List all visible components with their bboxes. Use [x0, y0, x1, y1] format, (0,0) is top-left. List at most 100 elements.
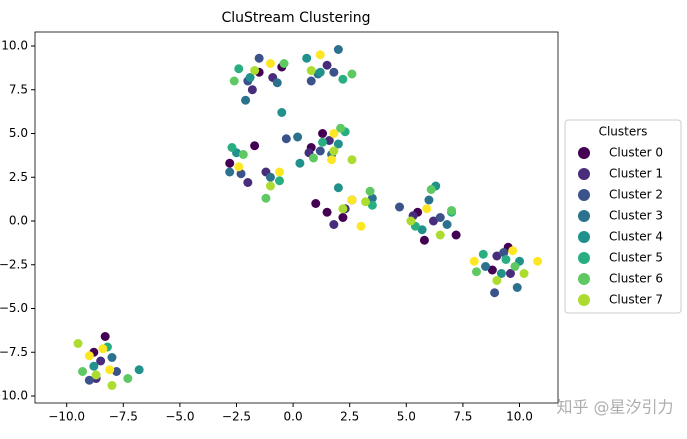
point: [241, 95, 251, 105]
point: [422, 204, 432, 214]
point: [245, 73, 255, 82]
point: [327, 155, 337, 165]
point: [367, 193, 377, 203]
point: [329, 220, 339, 229]
y-tick-label: −10.0: [0, 389, 28, 403]
x-tick-label: 7.5: [453, 410, 472, 424]
y-tick-label: 5.0: [9, 126, 28, 140]
legend-label: Cluster 5: [609, 251, 663, 265]
y-tick-label: 0.0: [9, 214, 28, 228]
legend-label: Cluster 0: [609, 146, 663, 160]
point: [98, 344, 108, 354]
point: [322, 60, 332, 70]
legend-marker: [578, 294, 590, 306]
point: [261, 193, 271, 203]
point: [293, 132, 303, 142]
point: [451, 230, 461, 240]
y-tick-label: −2.5: [0, 257, 28, 271]
point: [478, 249, 488, 259]
point: [347, 155, 357, 165]
point: [91, 370, 101, 380]
point: [533, 256, 543, 266]
point: [505, 269, 515, 278]
point: [265, 172, 275, 182]
point: [324, 136, 334, 145]
y-tick-label: 7.5: [9, 82, 28, 96]
legend-box: [564, 119, 682, 314]
point: [428, 216, 438, 226]
x-tick-label: 10.0: [506, 410, 533, 424]
point: [492, 276, 502, 285]
point: [107, 353, 117, 362]
point: [123, 374, 133, 383]
legend-marker: [578, 231, 590, 243]
point: [318, 137, 328, 147]
point: [417, 225, 427, 235]
y-tick-label: −7.5: [0, 345, 28, 359]
point: [338, 204, 348, 214]
point: [295, 158, 305, 168]
x-tick-label: 5.0: [397, 410, 416, 424]
legend-label: Cluster 4: [609, 230, 663, 244]
point: [275, 176, 285, 186]
legend-marker: [578, 252, 590, 264]
point: [311, 199, 321, 208]
chart-title: CluStream Clustering: [222, 10, 371, 26]
point: [84, 351, 94, 361]
point: [272, 78, 282, 88]
x-tick-label: −10.0: [48, 410, 85, 424]
y-tick-label: 2.5: [9, 170, 28, 184]
point: [469, 256, 479, 266]
point: [308, 153, 318, 163]
point: [234, 162, 244, 172]
point: [73, 339, 83, 348]
point: [306, 66, 316, 75]
point: [490, 288, 500, 298]
x-tick-label: 2.5: [340, 410, 359, 424]
point: [447, 206, 457, 215]
point: [250, 141, 260, 151]
point: [333, 139, 343, 149]
point: [279, 59, 289, 68]
watermark: 知乎 @星汐引力: [556, 398, 673, 417]
legend-marker: [578, 210, 590, 222]
point: [306, 76, 316, 86]
legend-label: Cluster 7: [609, 293, 663, 307]
x-tick-label: 0.0: [284, 410, 303, 424]
point: [225, 167, 235, 177]
point: [333, 183, 343, 193]
point: [519, 269, 529, 278]
point: [315, 146, 325, 156]
point: [78, 367, 88, 376]
point: [435, 230, 445, 240]
point: [100, 332, 110, 341]
point: [281, 134, 291, 144]
point: [435, 213, 445, 222]
point: [315, 67, 325, 77]
point: [442, 220, 452, 229]
point: [338, 213, 348, 222]
point: [225, 158, 235, 168]
point: [365, 186, 375, 196]
point: [419, 235, 429, 245]
point: [333, 45, 343, 54]
point: [238, 150, 248, 159]
legend-label: Cluster 2: [609, 188, 663, 202]
point: [347, 195, 357, 205]
legend-marker: [578, 168, 590, 180]
point: [424, 195, 434, 205]
point: [322, 207, 332, 217]
point: [471, 267, 481, 277]
y-tick-label: −5.0: [0, 301, 28, 315]
point: [512, 283, 522, 292]
legend-marker: [578, 147, 590, 159]
point: [229, 76, 239, 86]
point: [234, 64, 244, 74]
x-tick-label: −5.0: [165, 410, 194, 424]
legend-label: Cluster 6: [609, 272, 663, 286]
point: [426, 185, 436, 194]
point: [361, 197, 371, 207]
point: [347, 69, 357, 79]
point: [481, 262, 491, 271]
point: [318, 129, 328, 138]
